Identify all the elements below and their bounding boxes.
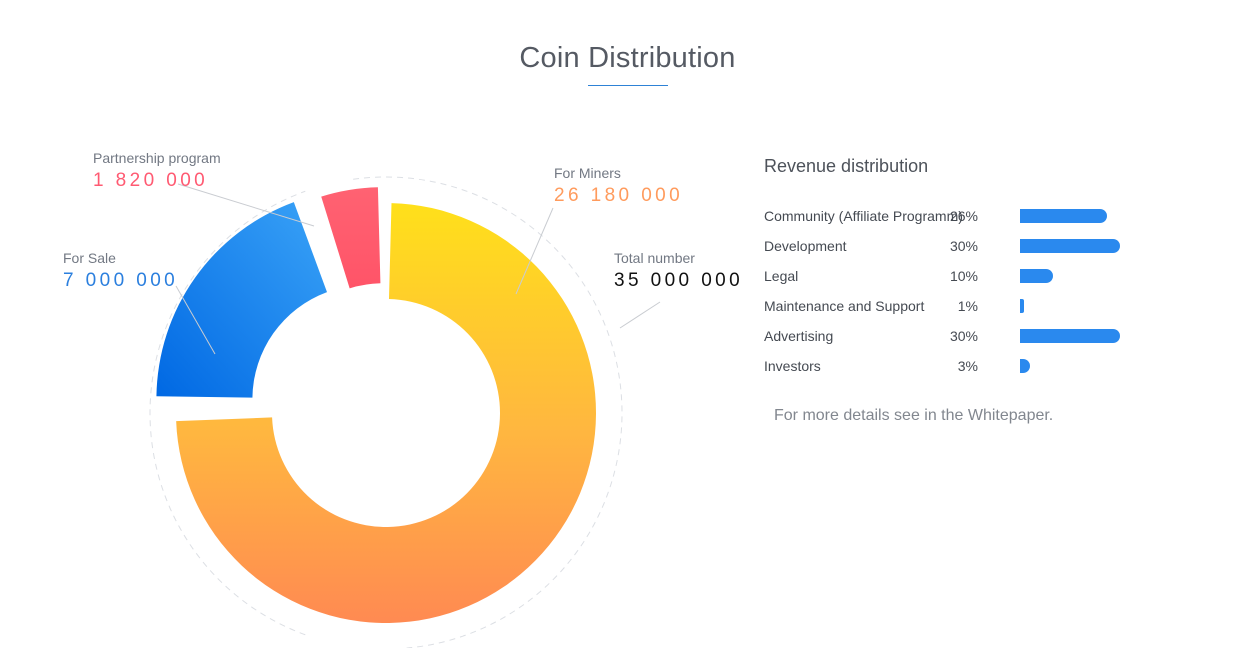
guide-arc-1 xyxy=(149,190,306,636)
revenue-row-bar xyxy=(1020,299,1024,313)
sale-label: For Sale xyxy=(63,250,116,266)
revenue-row-label: Investors xyxy=(764,358,821,374)
total-value: 35 000 000 xyxy=(614,270,744,291)
revenue-row-percent: 30% xyxy=(949,238,978,254)
revenue-row-bar xyxy=(1020,209,1107,223)
leader-line-partnership xyxy=(177,183,315,227)
leader-line-sale xyxy=(175,285,216,355)
revenue-row: Investors 3% xyxy=(764,356,1164,376)
coin-distribution-donut-chart xyxy=(149,176,661,648)
donut-slice-partnership xyxy=(321,187,381,289)
leader-line-miners xyxy=(515,207,554,295)
revenue-row: Advertising 30% xyxy=(764,326,1164,346)
revenue-row: Maintenance and Support 1% xyxy=(764,296,1164,316)
revenue-row-bar xyxy=(1020,329,1120,343)
revenue-row-bar xyxy=(1020,239,1120,253)
revenue-row: Community (Affiliate Programm) 26% xyxy=(764,206,1164,226)
miners-label: For Miners xyxy=(554,165,621,181)
revenue-row-bar xyxy=(1020,269,1054,283)
guide-arc-0 xyxy=(353,176,623,648)
page-title: Coin Distribution xyxy=(519,42,736,74)
revenue-row-percent: 10% xyxy=(949,268,978,284)
revenue-row-label: Legal xyxy=(764,268,799,284)
revenue-row: Development 30% xyxy=(764,236,1164,256)
donut-slice-miners xyxy=(176,203,597,623)
callout-total: Total number 35 000 000 xyxy=(614,250,743,292)
callout-sale: For Sale 7 000 000 xyxy=(63,250,178,292)
revenue-row-label: Advertising xyxy=(764,328,834,344)
leader-line-total xyxy=(619,301,661,329)
callout-partnership: Partnership program 1 820 000 xyxy=(93,150,221,192)
title-underline xyxy=(588,85,668,86)
revenue-row: Legal 10% xyxy=(764,266,1164,286)
revenue-row-label: Development xyxy=(764,238,847,254)
revenue-row-percent: 1% xyxy=(957,298,978,314)
donut-guide-ring xyxy=(149,176,623,648)
revenue-title: Revenue distribution xyxy=(764,156,929,176)
partnership-label: Partnership program xyxy=(93,150,221,166)
total-label: Total number xyxy=(614,250,695,266)
revenue-row-bar xyxy=(1020,359,1030,373)
partnership-value: 1 820 000 xyxy=(93,170,209,191)
revenue-row-percent: 3% xyxy=(957,358,978,374)
whitepaper-note: For more details see in the Whitepaper. xyxy=(774,407,1054,424)
sale-value: 7 000 000 xyxy=(63,270,179,291)
revenue-row-label: Maintenance and Support xyxy=(764,298,925,314)
miners-value: 26 180 000 xyxy=(554,185,684,206)
revenue-row-percent: 26% xyxy=(949,208,978,224)
revenue-row-percent: 30% xyxy=(949,328,978,344)
revenue-row-label: Community (Affiliate Programm) xyxy=(764,208,963,224)
callout-miners: For Miners 26 180 000 xyxy=(554,165,683,207)
donut-slice-sale xyxy=(156,202,328,398)
